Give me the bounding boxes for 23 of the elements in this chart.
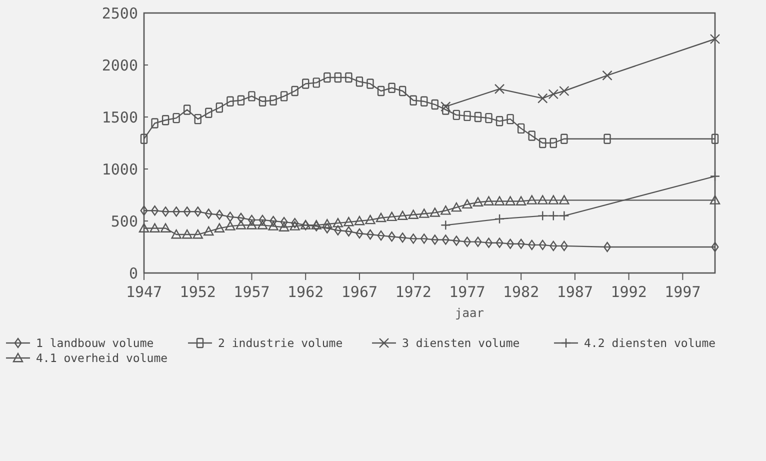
y-tick-label: 0 — [128, 264, 138, 282]
x-tick-label: 1952 — [180, 283, 216, 301]
x-tick-label: 1987 — [556, 283, 594, 301]
x-tick-label: 1992 — [610, 283, 647, 301]
x-tick-label: 1997 — [664, 283, 701, 301]
y-tick-label: 2000 — [102, 56, 138, 74]
x-tick-label: 1977 — [449, 283, 486, 301]
x-tick-label: 1967 — [341, 283, 378, 301]
x-tick-label: 1972 — [395, 283, 432, 301]
legend-label: 3 diensten volume — [402, 336, 520, 350]
x-tick-label: 1947 — [126, 283, 162, 301]
x-tick-label: 1957 — [234, 283, 270, 301]
legend-label: 4.2 diensten volume — [584, 336, 716, 350]
x-tick-label: 1982 — [503, 283, 540, 301]
y-tick-label: 1500 — [102, 108, 138, 126]
x-axis-title: jaar — [455, 306, 484, 320]
legend-label: 1 landbouw volume — [36, 336, 154, 350]
y-tick-label: 500 — [110, 212, 138, 230]
x-tick-label: 1962 — [288, 283, 324, 301]
y-tick-label: 1000 — [102, 160, 138, 178]
y-tick-label: 2500 — [102, 4, 138, 22]
legend-label: 4.1 overheid volume — [36, 351, 168, 366]
legend-label: 2 industrie volume — [218, 336, 343, 350]
